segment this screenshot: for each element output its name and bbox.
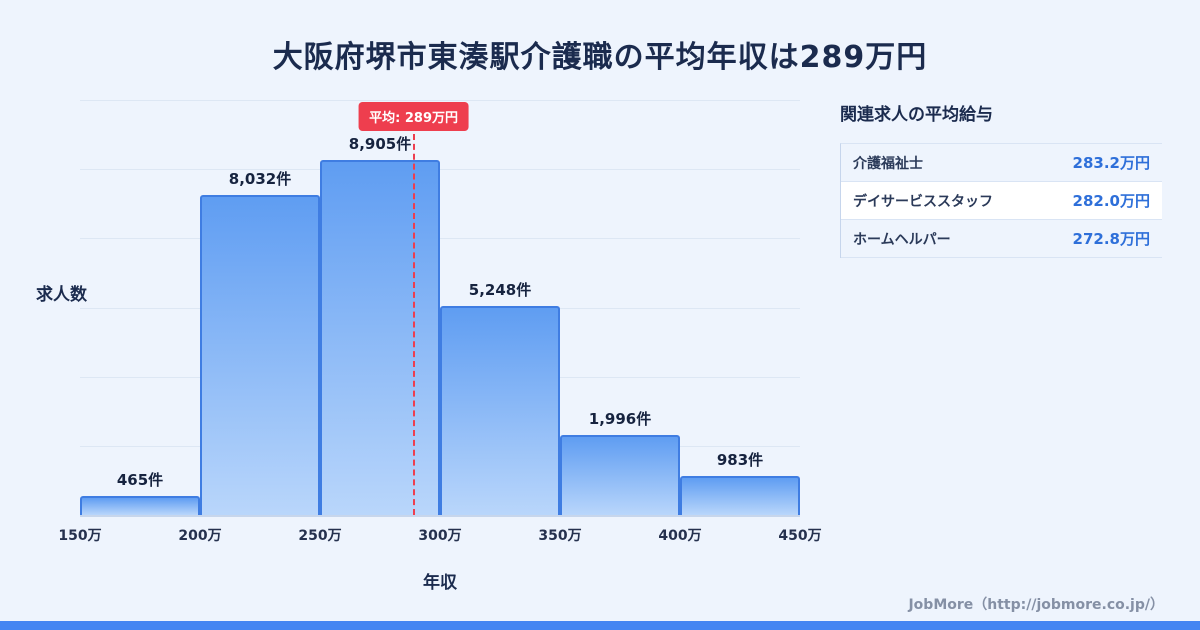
x-tick-label: 150万: [58, 528, 102, 544]
bar-value-label: 5,248件: [468, 281, 532, 299]
y-axis-label: 求人数: [36, 285, 87, 305]
job-salary: 283.2万円: [1072, 154, 1150, 172]
related-job-row: 介護福祉士 283.2万円: [841, 144, 1162, 182]
histogram-bar: [80, 496, 200, 515]
related-job-row: ホームヘルパー 272.8万円: [841, 220, 1162, 258]
job-name: 介護福祉士: [853, 155, 923, 172]
job-salary: 282.0万円: [1072, 192, 1150, 210]
gridline: [80, 169, 800, 171]
panel-title: 関連求人の平均給与: [840, 105, 993, 125]
salary-histogram: 465件 8,032件 8,905件 5,248件 1,996件 983件 平均: 289…: [58, 100, 822, 544]
bar-column: 5,248件: [440, 100, 560, 515]
x-axis-ticks: 150万 200万 250万 300万 350万 400万 450万: [58, 525, 821, 549]
histogram-bar: [680, 476, 800, 515]
gridline: [80, 100, 800, 101]
site-credit: JobMore（http://jobmore.co.jp/）: [908, 597, 1164, 613]
bar-value-label: 8,905件: [348, 135, 412, 153]
bar-column: 8,032件: [200, 100, 320, 515]
x-tick-label: 400万: [658, 528, 702, 544]
gridline: [80, 238, 800, 240]
histogram-bar: [560, 435, 680, 515]
x-tick-label: 350万: [538, 528, 582, 544]
bar-value-label: 8,032件: [228, 170, 292, 188]
related-jobs-table: 介護福祉士 283.2万円デイサービススタッフ 282.0万円ホームヘルパー 272.…: [840, 143, 1162, 258]
x-tick-label: 450万: [778, 528, 822, 544]
average-line: [412, 134, 415, 515]
bar-column: 983件: [680, 100, 800, 515]
bars: 465件 8,032件 8,905件 5,248件 1,996件 983件: [80, 100, 800, 515]
bar-value-label: 1,996件: [588, 410, 652, 428]
x-tick-label: 300万: [418, 528, 462, 544]
job-name: デイサービススタッフ: [853, 193, 993, 210]
x-axis-label: 年収: [423, 573, 457, 593]
histogram-bar: [440, 306, 560, 515]
bar-value-label: 983件: [716, 451, 764, 469]
related-jobs-panel: 関連求人の平均給与 介護福祉士 283.2万円デイサービススタッフ 282.0万円ホ…: [840, 100, 1162, 258]
bar-column: 8,905件: [320, 100, 440, 515]
bar-column: 1,996件: [560, 100, 680, 515]
job-salary: 272.8万円: [1072, 230, 1150, 248]
x-tick-label: 200万: [178, 528, 222, 544]
bar-column: 465件: [80, 100, 200, 515]
page-title: 大阪府堺市東湊駅介護職の平均年収は289万円: [272, 40, 928, 75]
histogram-bar: [320, 160, 440, 515]
plot-area: 465件 8,032件 8,905件 5,248件 1,996件 983件 平均: 289…: [80, 100, 800, 517]
related-job-row: デイサービススタッフ 282.0万円: [841, 182, 1162, 220]
histogram-bar: [200, 195, 320, 515]
x-tick-label: 250万: [298, 528, 342, 544]
average-badge: 平均: 289万円: [358, 102, 470, 131]
bottom-accent-strip: [0, 621, 1200, 630]
job-name: ホームヘルパー: [853, 231, 951, 248]
bar-value-label: 465件: [116, 471, 164, 489]
